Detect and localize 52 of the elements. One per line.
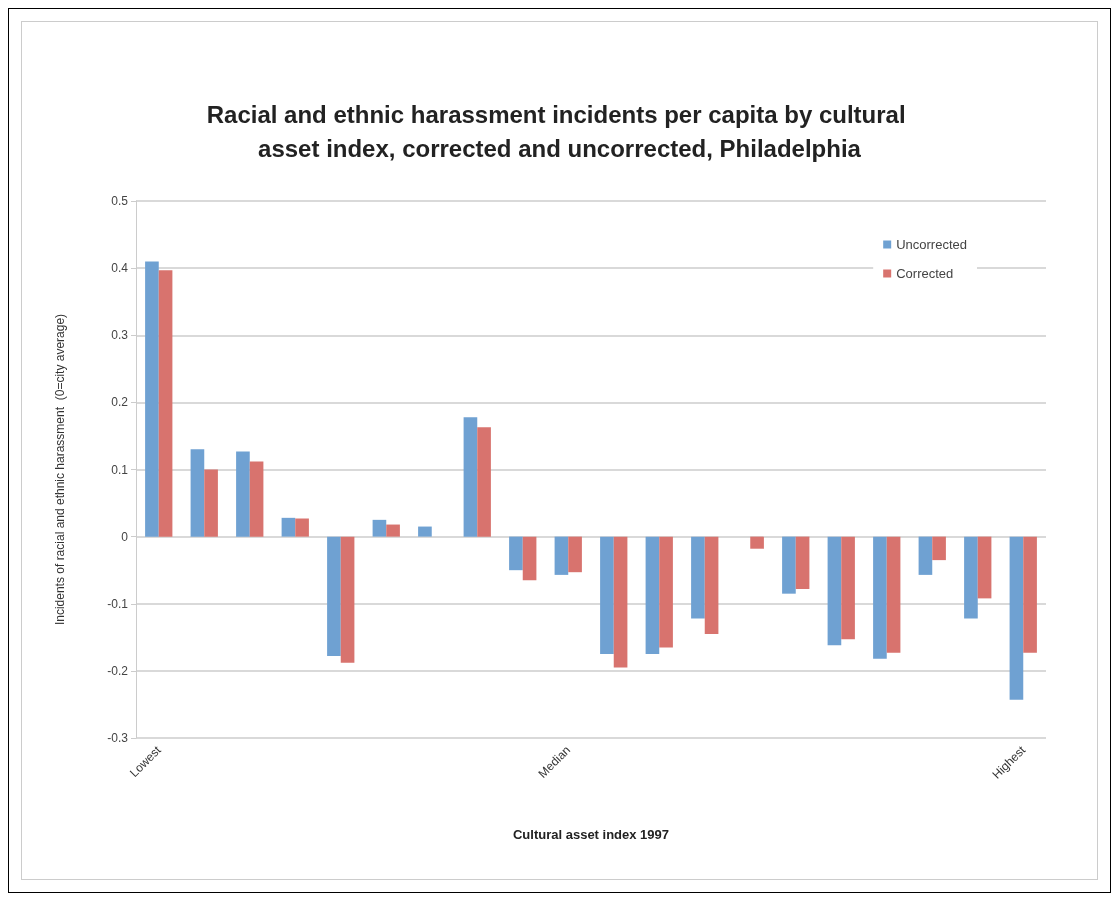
bar: [327, 536, 341, 657]
bar: [977, 536, 992, 599]
y-tick-label: 0.1: [111, 462, 129, 477]
y-tick-label: 0.3: [111, 328, 129, 343]
bar: [554, 536, 569, 575]
x-axis-title: Cultural asset index 1997: [512, 827, 670, 842]
bar: [600, 536, 614, 655]
bar: [873, 536, 887, 659]
bar: [418, 526, 432, 537]
bar: [372, 519, 387, 537]
bar: [463, 417, 478, 537]
y-axis-title: Incidents of racial and ethnic harassment (0=city average): [53, 313, 67, 626]
bar: [918, 536, 933, 575]
legend-label: Corrected: [896, 266, 954, 281]
bar: [659, 536, 673, 648]
bar: [477, 427, 491, 537]
chart-title: Racial and ethnic harassment incidents per capita by cultural asset index, corrected and uncorrected, Philadelphia: [206, 100, 913, 162]
bar: [827, 536, 842, 646]
bar: [1009, 536, 1024, 700]
bar: [281, 517, 296, 537]
bar: [795, 536, 810, 589]
y-tick-label: -0.3: [107, 731, 129, 745]
bar: [1023, 536, 1037, 653]
bar: [249, 461, 264, 537]
bar: [613, 536, 628, 668]
bar: [236, 451, 250, 537]
y-tick-label: 0.4: [111, 261, 129, 276]
bar: [932, 536, 946, 561]
bar: [568, 536, 582, 573]
bar: [340, 536, 355, 663]
bar: [645, 536, 660, 655]
bar: [704, 536, 719, 634]
y-tick-label: 0.2: [111, 395, 129, 410]
bar: [158, 270, 173, 537]
bar: [522, 536, 537, 581]
legend-label: Uncorrected: [896, 237, 967, 252]
y-tick-label: -0.1: [107, 596, 129, 611]
y-tick-label: 0: [121, 529, 129, 544]
y-tick-label: -0.2: [107, 663, 129, 678]
bar: [841, 536, 855, 640]
bar: [190, 449, 205, 537]
bar: [750, 536, 764, 549]
bar: [691, 536, 705, 619]
bar: [204, 469, 218, 537]
bar: [386, 524, 400, 537]
bar: [145, 261, 159, 537]
y-tick-label: 0.5: [111, 194, 129, 208]
bar: [886, 536, 901, 653]
bar: [295, 518, 309, 537]
bar: [964, 536, 978, 619]
bar: [509, 536, 523, 571]
bar: [782, 536, 796, 594]
